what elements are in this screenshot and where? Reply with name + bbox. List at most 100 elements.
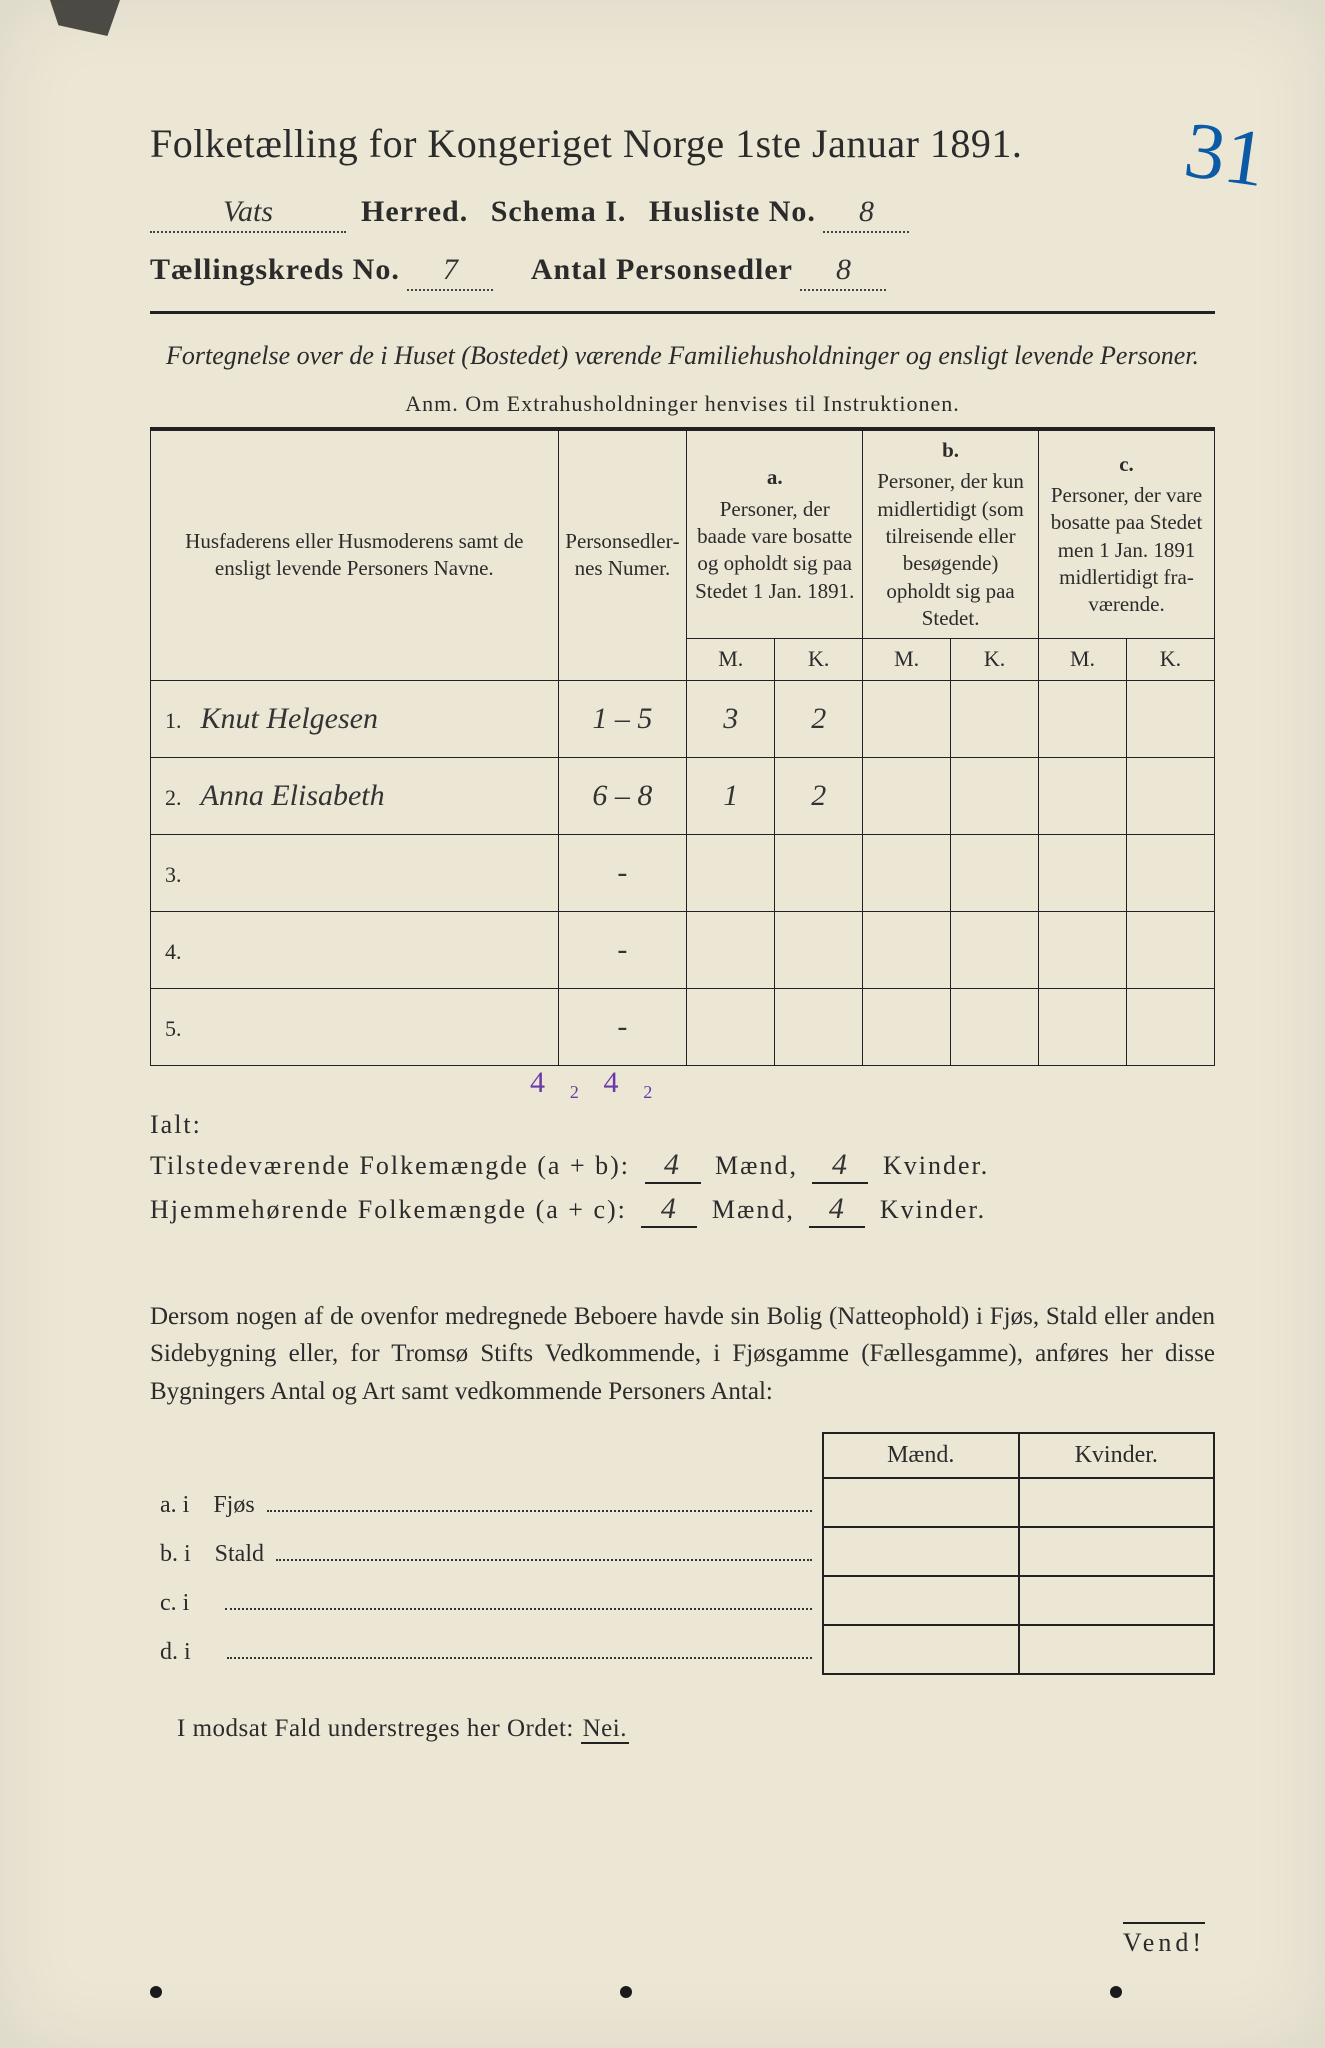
lodging-row: b. i Stald <box>150 1527 1214 1576</box>
lodging-row: c. i <box>150 1576 1214 1625</box>
row-name: 1. Knut Helgesen <box>151 680 559 757</box>
lodging-row: a. i Fjøs <box>150 1478 1214 1527</box>
row-bK <box>951 911 1039 988</box>
row-name: 3. <box>151 834 559 911</box>
row-aK <box>775 988 863 1065</box>
lodging-head-k: Kvinder. <box>1019 1433 1215 1478</box>
row-aK: 2 <box>775 757 863 834</box>
nei-line-text: I modsat Fald understreges her Ordet: <box>177 1715 581 1742</box>
home-label: Hjemmehørende Folkemængde (a + c): <box>150 1195 627 1224</box>
lodging-k <box>1019 1478 1215 1527</box>
col-c-k: K. <box>1126 639 1214 681</box>
table-row: 2. Anna Elisabeth6 – 812 <box>151 757 1215 834</box>
subtitle-text: Fortegnelse over de i Huset (Bostedet) v… <box>166 341 1199 370</box>
herred-value: Vats <box>150 195 346 233</box>
lodging-k <box>1019 1576 1215 1625</box>
nei-word: Nei. <box>581 1715 629 1744</box>
row-bM <box>863 757 951 834</box>
husliste-label: Husliste No. <box>649 195 816 228</box>
maend-label-1: Mænd, <box>715 1151 798 1180</box>
row-bK <box>951 834 1039 911</box>
col-head-c: c. Personer, der vare bosatte paa Stedet… <box>1039 430 1215 639</box>
kreds-label: Tællingskreds No. <box>150 253 400 286</box>
col-head-c-text: Personer, der vare bosatte paa Stedet me… <box>1051 483 1203 616</box>
row-aM: 1 <box>687 757 775 834</box>
lodging-k <box>1019 1527 1215 1576</box>
row-bK <box>951 680 1039 757</box>
vend-label: Vend! <box>1123 1922 1205 1958</box>
table-row: 5. - <box>151 988 1215 1065</box>
present-m: 4 <box>645 1148 701 1184</box>
home-m: 4 <box>641 1192 697 1228</box>
handwritten-page-number: 31 <box>1179 105 1271 206</box>
row-numer: - <box>558 988 687 1065</box>
lodging-row: d. i <box>150 1625 1214 1674</box>
lodging-m <box>823 1576 1018 1625</box>
lodging-lead: a. i Fjøs <box>150 1478 823 1527</box>
row-cK <box>1126 757 1214 834</box>
row-bK <box>951 988 1039 1065</box>
row-numer: 1 – 5 <box>558 680 687 757</box>
row-cM <box>1039 680 1127 757</box>
home-k: 4 <box>809 1192 865 1228</box>
row-cK <box>1126 911 1214 988</box>
purple-aK: 4₂ <box>603 1066 676 1099</box>
lower-paragraph: Dersom nogen af de ovenfor medregnede Be… <box>150 1298 1215 1411</box>
col-head-c-letter: c. <box>1045 451 1208 478</box>
punch-mark <box>150 1986 162 1998</box>
form-title: Folketælling for Kongeriget Norge 1ste J… <box>150 120 1215 167</box>
purple-subtotal: 4₂4₂ <box>530 1066 1215 1100</box>
divider-thick <box>150 311 1215 314</box>
row-cM <box>1039 834 1127 911</box>
herred-label: Herred. <box>361 195 468 228</box>
col-a-m: M. <box>687 639 775 681</box>
home-total-row: Hjemmehørende Folkemængde (a + c): 4 Mæn… <box>150 1192 1215 1228</box>
sedler-value: 8 <box>800 253 886 291</box>
row-bM <box>863 834 951 911</box>
col-a-k: K. <box>775 639 863 681</box>
scan-notch <box>50 0 120 36</box>
row-name: 2. Anna Elisabeth <box>151 757 559 834</box>
census-table: Husfaderens eller Husmode­rens samt de e… <box>150 429 1215 1066</box>
lodging-head-m: Mænd. <box>823 1433 1018 1478</box>
col-c-m: M. <box>1039 639 1127 681</box>
totals-block: Ialt: Tilstedeværende Folkemængde (a + b… <box>150 1110 1215 1228</box>
row-cK <box>1126 988 1214 1065</box>
row-cK <box>1126 680 1214 757</box>
header-line-2: Tællingskreds No. 7 Antal Personsedler 8 <box>150 253 1215 291</box>
col-b-m: M. <box>863 639 951 681</box>
col-head-b-text: Personer, der kun midler­tidigt (som til… <box>877 469 1024 629</box>
row-bM <box>863 988 951 1065</box>
row-cK <box>1126 834 1214 911</box>
nei-line: I modsat Fald understreges her Ordet: Ne… <box>150 1715 1215 1743</box>
kreds-value: 7 <box>407 253 493 291</box>
kvinder-label-2: Kvinder. <box>880 1195 986 1224</box>
subtitle: Fortegnelse over de i Huset (Bostedet) v… <box>150 338 1215 373</box>
punch-mark <box>1110 1986 1122 1998</box>
col-head-name: Husfaderens eller Husmode­rens samt de e… <box>151 430 559 680</box>
col-head-b: b. Personer, der kun midler­tidigt (som … <box>863 430 1039 639</box>
husliste-value: 8 <box>823 195 909 233</box>
lodging-lead: d. i <box>150 1625 823 1674</box>
kvinder-label-1: Kvinder. <box>883 1151 989 1180</box>
present-total-row: Tilstedeværende Folkemængde (a + b): 4 M… <box>150 1148 1215 1184</box>
row-cM <box>1039 757 1127 834</box>
row-cM <box>1039 988 1127 1065</box>
census-form-page: 31 Folketælling for Kongeriget Norge 1st… <box>0 0 1325 2048</box>
sedler-label: Antal Personsedler <box>531 253 793 286</box>
purple-aM: 4₂ <box>530 1066 603 1099</box>
present-k: 4 <box>812 1148 868 1184</box>
lodging-lead: b. i Stald <box>150 1527 823 1576</box>
row-aK <box>775 911 863 988</box>
anm-note: Anm. Om Extrahusholdninger henvises til … <box>150 391 1215 417</box>
row-bM <box>863 680 951 757</box>
row-numer: - <box>558 911 687 988</box>
table-row: 3. - <box>151 834 1215 911</box>
row-aM: 3 <box>687 680 775 757</box>
present-label: Tilstedeværende Folkemængde (a + b): <box>150 1151 630 1180</box>
row-aM <box>687 988 775 1065</box>
col-head-a-text: Personer, der baade vare bo­satte og oph… <box>695 497 854 603</box>
lodging-k <box>1019 1625 1215 1674</box>
row-name: 4. <box>151 911 559 988</box>
punch-mark <box>620 1986 632 1998</box>
